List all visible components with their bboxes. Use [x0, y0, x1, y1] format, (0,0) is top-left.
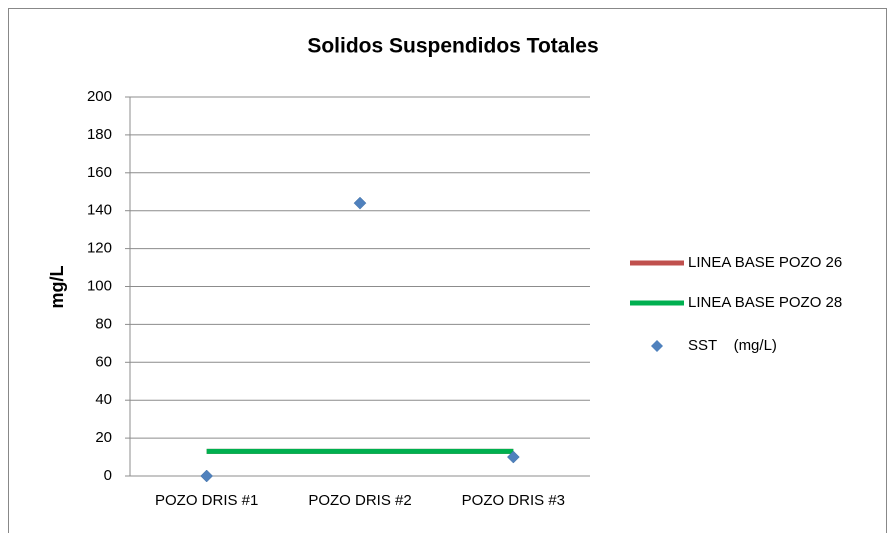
y-tick-label: 20 [95, 429, 112, 446]
x-tick-label: POZO DRIS #2 [308, 492, 411, 509]
legend-label: SST (mg/L) [688, 337, 777, 354]
legend-label: LINEA BASE POZO 26 [688, 254, 842, 271]
y-tick-label: 200 [87, 88, 112, 105]
data-point [506, 450, 520, 464]
y-tick-label: 180 [87, 126, 112, 143]
data-point [200, 469, 214, 483]
y-axis-label: mg/L [47, 265, 67, 308]
chart-frame [8, 8, 887, 533]
y-tick-label: 160 [87, 164, 112, 181]
data-point [353, 196, 367, 210]
y-tick-label: 140 [87, 202, 112, 219]
y-tick-label: 60 [95, 353, 112, 370]
y-tick-label: 120 [87, 240, 112, 257]
y-tick-label: 40 [95, 391, 112, 408]
chart-title: Solidos Suspendidos Totales [307, 35, 598, 58]
legend-swatch [651, 340, 663, 352]
y-tick-label: 0 [104, 467, 112, 484]
y-tick-label: 100 [87, 277, 112, 294]
legend-label: LINEA BASE POZO 28 [688, 294, 842, 311]
y-tick-label: 80 [95, 315, 112, 332]
x-tick-label: POZO DRIS #1 [155, 492, 258, 509]
x-tick-label: POZO DRIS #3 [462, 492, 565, 509]
